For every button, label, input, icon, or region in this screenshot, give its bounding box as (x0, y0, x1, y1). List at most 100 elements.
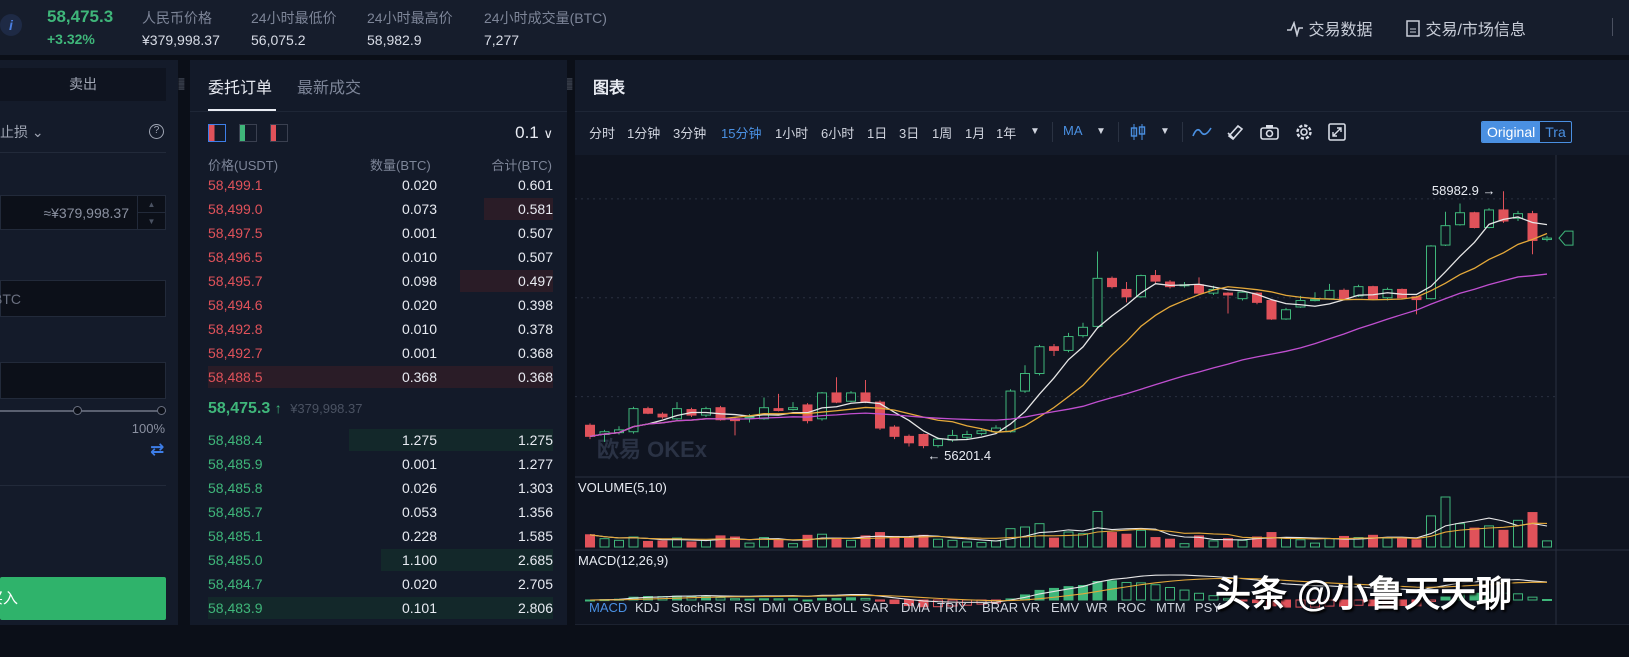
amount-input[interactable]: BTC (0, 280, 166, 317)
bids-row[interactable]: 58,488.4 1.275 1.275 (208, 429, 553, 451)
indicator-wr[interactable]: WR (1086, 600, 1108, 615)
interval-2[interactable]: 3分钟 (673, 126, 707, 141)
view-bids-icon[interactable] (239, 124, 257, 142)
help-icon[interactable]: ? (149, 124, 164, 139)
tab-orders[interactable]: 委托订单 (208, 80, 273, 97)
asks-row[interactable]: 58,492.8 0.010 0.378 (208, 318, 553, 340)
total-input[interactable] (0, 362, 166, 399)
asks-row[interactable]: 58,492.7 0.001 0.368 (208, 342, 553, 364)
bids-row[interactable]: 58,485.0 1.100 2.685 (208, 549, 553, 571)
chevron-down-icon[interactable]: ▼ (1160, 126, 1170, 137)
row-total: 0.368 (517, 345, 553, 361)
bids-row[interactable]: 58,483.9 0.101 2.806 (208, 597, 553, 619)
asks-row[interactable]: 58,494.6 0.020 0.398 (208, 294, 553, 316)
indicator-rsi[interactable]: RSI (734, 600, 756, 615)
bids-row[interactable]: 58,485.8 0.026 1.303 (208, 477, 553, 499)
divider (190, 111, 567, 112)
swap-icon[interactable]: ⇄ (150, 440, 165, 459)
asks-row[interactable]: 58,495.7 0.098 0.497 (208, 270, 553, 292)
sell-tab[interactable]: 卖出 (0, 68, 166, 101)
stepper-down-button[interactable]: ▼ (137, 213, 165, 230)
indicator-kdj[interactable]: KDJ (635, 600, 660, 615)
row-total: 1.275 (517, 432, 553, 448)
row-total: 0.398 (517, 297, 553, 313)
bids-row[interactable]: 58,485.9 0.001 1.277 (208, 453, 553, 475)
indicator-psy[interactable]: PSY (1195, 600, 1222, 615)
indicator-trix[interactable]: TRIX (937, 600, 967, 615)
interval-0[interactable]: 分时 (589, 126, 616, 141)
bids-row[interactable]: 58,485.7 0.053 1.356 (208, 501, 553, 523)
interval-6[interactable]: 1日 (867, 126, 888, 141)
indicator-stochrsi[interactable]: StochRSI (671, 600, 726, 615)
indicator-sar[interactable]: SAR (862, 600, 889, 615)
trade-data-link[interactable]: 交易数据 (1286, 16, 1372, 40)
indicator-dmi[interactable]: DMI (762, 600, 786, 615)
asks-row[interactable]: 58,499.0 0.073 0.581 (208, 198, 553, 220)
ruler-icon[interactable] (1226, 123, 1244, 141)
view-asks-icon[interactable] (270, 124, 288, 142)
precision-select[interactable]: 0.1 ∨ (515, 123, 553, 143)
slider-handle[interactable] (157, 406, 166, 415)
market-info-link[interactable]: 交易/市场信息 (1405, 16, 1526, 40)
panel-menu-icon[interactable]: ≡ ≡ (178, 74, 186, 94)
panel-menu-icon[interactable]: ≡ ≡ (566, 74, 574, 94)
view-both-icon[interactable] (208, 124, 226, 142)
interval-4[interactable]: 1小时 (775, 126, 809, 141)
slider-stop[interactable] (73, 406, 82, 415)
row-total: 0.368 (517, 369, 553, 385)
interval-8[interactable]: 1周 (932, 126, 953, 141)
indicator-brar[interactable]: BRAR (982, 600, 1019, 615)
indicator-obv[interactable]: OBV (793, 600, 821, 615)
candle-type-icon[interactable] (1130, 123, 1146, 141)
macd-histogram-bar (1498, 592, 1509, 601)
price-input[interactable]: ≈¥379,998.37 ▲ ▼ (0, 195, 166, 230)
volume-bar (1150, 537, 1161, 548)
mode-original[interactable]: Original (1482, 122, 1541, 142)
macd-histogram-bar (802, 599, 813, 602)
tab-latest-trades[interactable]: 最新成交 (297, 80, 362, 97)
interval-1[interactable]: 1分钟 (627, 126, 661, 141)
macd-histogram-bar (744, 598, 755, 601)
bids-row[interactable]: 58,485.1 0.228 1.585 (208, 525, 553, 547)
mode-tradingview[interactable]: Tra (1545, 124, 1566, 140)
bids-row[interactable]: 58,484.7 0.020 2.705 (208, 573, 553, 595)
indicator-macd[interactable]: MACD (589, 600, 628, 615)
asks-row[interactable]: 58,496.5 0.010 0.507 (208, 246, 553, 268)
current-price-marker (1558, 230, 1574, 246)
interval-5[interactable]: 6小时 (821, 126, 855, 141)
interval-3[interactable]: 15分钟 (721, 126, 762, 141)
link-label: 交易/市场信息 (1425, 22, 1526, 39)
chevron-down-icon[interactable]: ▼ (1030, 126, 1040, 137)
indicator-mtm[interactable]: MTM (1156, 600, 1186, 615)
candle-body (889, 426, 900, 437)
interval-9[interactable]: 1月 (965, 126, 986, 141)
stepper-up-button[interactable]: ▲ (137, 196, 165, 213)
macd-histogram-bar (1237, 599, 1248, 602)
interval-7[interactable]: 3日 (899, 126, 920, 141)
asks-row[interactable]: 58,499.1 0.020 0.601 (208, 174, 553, 196)
chevron-down-icon[interactable]: ▼ (1096, 126, 1106, 137)
asks-row[interactable]: 58,497.5 0.001 0.507 (208, 222, 553, 244)
camera-icon[interactable] (1260, 124, 1279, 140)
asks-row[interactable]: 58,488.5 0.368 0.368 (208, 366, 553, 388)
order-type-select[interactable]: 止盈止损 ⌄ (0, 122, 44, 142)
line-tool-icon[interactable] (1192, 125, 1212, 139)
ma-select[interactable]: MA (1063, 123, 1083, 138)
fullscreen-icon[interactable] (1328, 123, 1346, 141)
gear-icon[interactable] (1294, 122, 1314, 142)
row-amount: 0.020 (401, 576, 437, 592)
indicator-vr[interactable]: VR (1022, 600, 1041, 615)
indicator-dma[interactable]: DMA (901, 600, 930, 615)
indicator-emv[interactable]: EMV (1051, 600, 1080, 615)
buy-button[interactable]: 买入 (0, 577, 166, 620)
indicator-boll[interactable]: BOLL (824, 600, 858, 615)
candle-body (1034, 346, 1045, 375)
indicator-roc[interactable]: ROC (1117, 600, 1146, 615)
ma5-line (589, 216, 1548, 441)
interval-10[interactable]: 1年 (996, 126, 1017, 141)
watermark-logo: 欧易 OKEx (597, 437, 708, 462)
info-icon[interactable]: i (0, 14, 22, 36)
percent-slider[interactable] (0, 406, 166, 415)
col-total: 合计(BTC) (491, 158, 552, 173)
stat-value: 7,277 (484, 32, 520, 48)
